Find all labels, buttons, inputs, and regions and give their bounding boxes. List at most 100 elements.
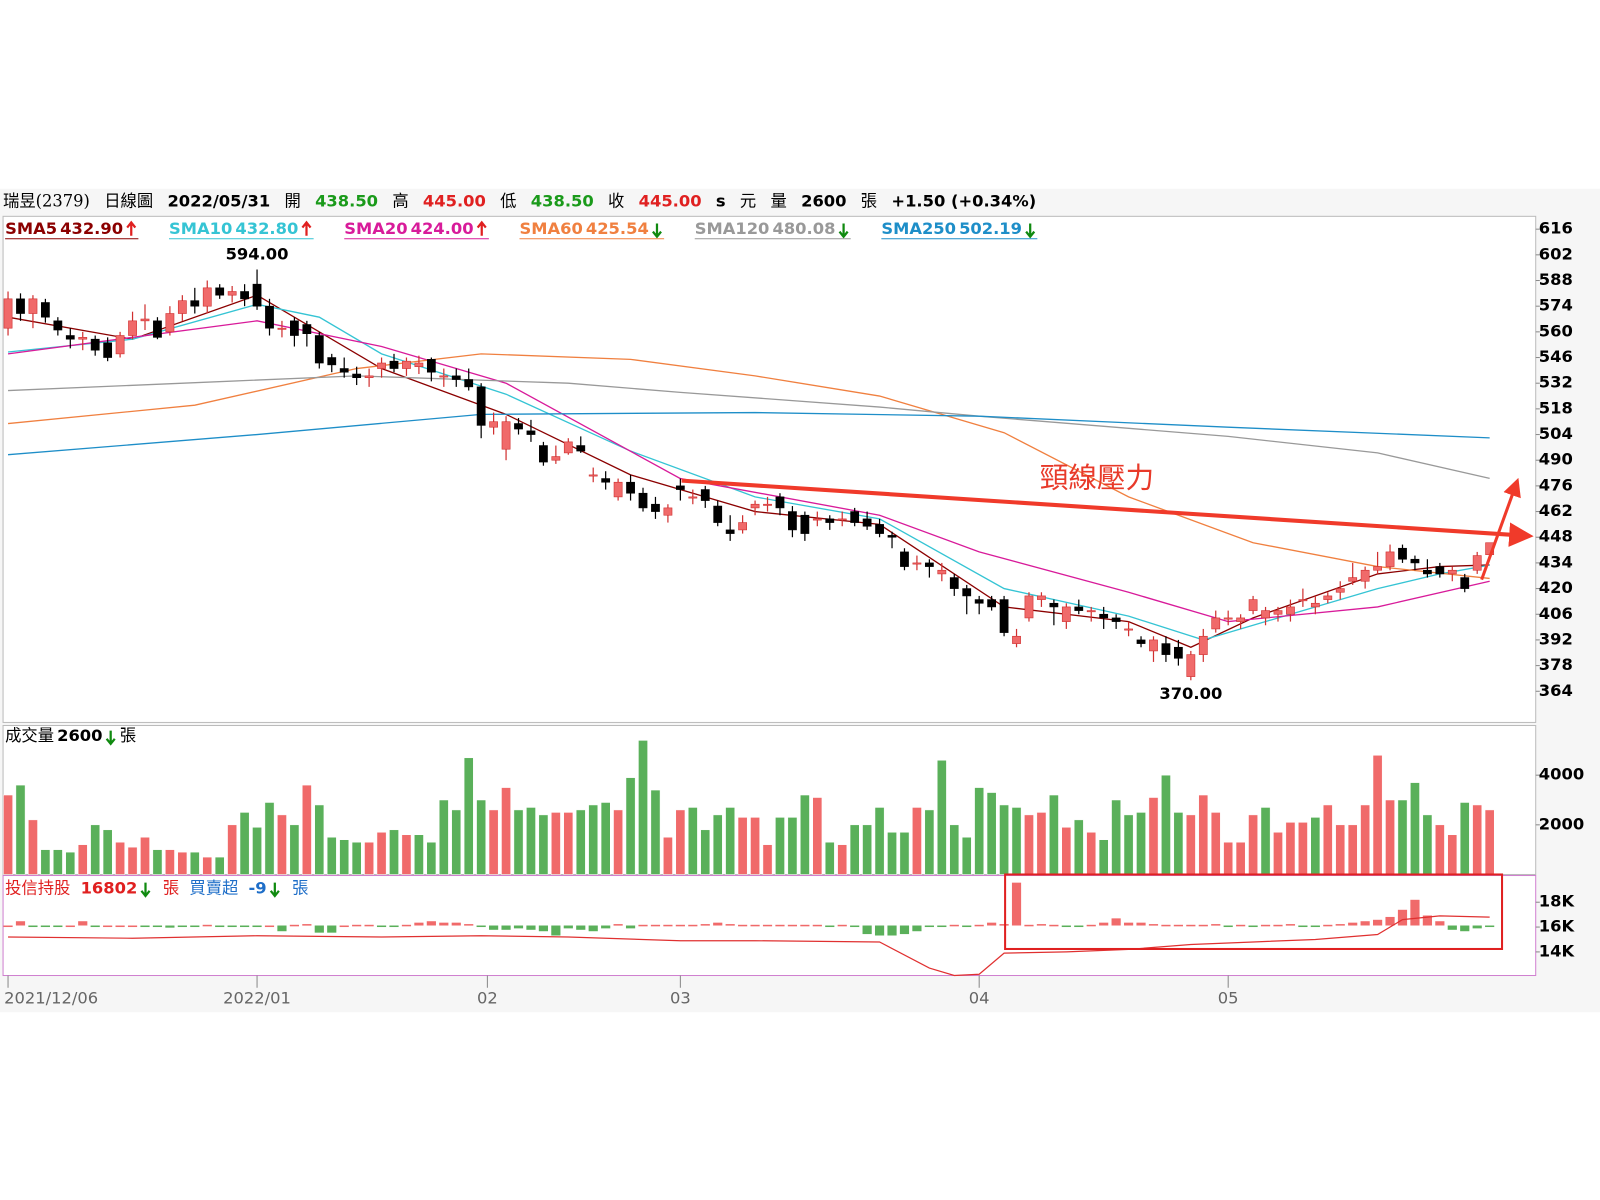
volume-bar [426,841,437,875]
volume-bar [140,836,150,875]
net-buy-bar [638,924,648,927]
y-tick-label: 2000 [1539,814,1584,833]
candle-body [439,375,449,378]
candle-body [812,518,822,521]
y-tick-label: 602 [1539,244,1573,263]
net-buy-bar [1236,924,1246,927]
volume-bar [1036,812,1047,875]
volume-bar [750,817,760,875]
volume-bar [1210,812,1221,875]
candle-body [1223,617,1233,620]
panel-value: 16802 [81,878,138,897]
trend-arrow [105,730,116,746]
volume-bar [1397,799,1408,875]
net-buy-bar [1123,922,1134,926]
volume-bar [613,809,623,875]
volume-bar [1223,841,1234,875]
candle-body [949,577,959,589]
volume-bar [277,814,287,875]
volume-bar [600,802,611,875]
net-buy-bar [625,925,636,929]
candle-body [663,507,673,516]
net-buy-bar [787,924,798,927]
net-buy-bar [1111,918,1121,926]
y-tick-label: 546 [1539,347,1573,366]
legend-name: SMA120 [695,219,770,238]
volume-bar [812,797,823,875]
volume-bar [725,807,736,875]
sma-line [7,353,1490,580]
volume-bar [588,804,599,875]
volume-bar [762,844,773,875]
net-buy-bar [1435,921,1445,926]
candle-body [912,562,922,565]
candle-body [1373,566,1382,571]
net-buy-bar [800,924,810,927]
candle-body [314,335,324,364]
volume-bar [513,809,524,875]
candle-body [1410,558,1420,564]
highlight-box [1004,873,1504,951]
net-buy-bar [426,921,436,926]
net-buy-bar [364,924,374,927]
net-buy-bar [663,924,673,927]
net-buy-bar [215,925,225,928]
candle-body [588,474,598,477]
net-buy-bar [1373,919,1383,926]
volume-bar [912,807,922,875]
header-item: 量 [770,192,786,211]
candle-body [240,291,249,300]
candle-body [389,360,399,369]
net-buy-bar [949,924,959,927]
net-buy-bar [1472,925,1482,929]
candle-body [900,551,909,567]
net-buy-bar [252,925,262,928]
candle-body [103,342,113,358]
volume-bar [849,824,860,875]
net-buy-bar [264,925,275,928]
net-buy-bar [314,925,324,933]
candle-body [1211,617,1221,630]
trend-arrow [1025,223,1036,239]
candle-body [1024,595,1034,619]
net-buy-bar [352,924,362,927]
candle-body [277,327,287,330]
candle-body [290,320,299,336]
candle-body [1447,569,1457,575]
volume-bar [1260,807,1271,875]
candle-body [177,300,187,314]
net-buy-bar [339,925,349,928]
net-buy-bar [1049,924,1059,927]
volume-bar [1061,827,1072,875]
volume-bar [1136,812,1146,875]
candle-body [738,522,748,531]
candle-body [651,503,660,512]
volume-bar [824,841,835,875]
volume-bar [239,812,250,875]
legend-value: 424.00 [411,219,474,238]
volume-bar [1098,839,1109,875]
candle-body [41,302,50,318]
candle-body [1173,646,1183,659]
volume-bar [526,807,536,875]
legend-value: 502.19 [959,219,1022,238]
candle-body [1012,635,1021,644]
volume-bar [1073,819,1084,875]
y-tick-label: 364 [1539,681,1573,700]
candle-body [501,421,511,450]
candle-body [377,362,386,369]
y-tick-label: 504 [1539,424,1573,443]
net-buy-bar [588,925,598,932]
candle-body [1435,566,1445,575]
net-buy-bar [713,922,723,926]
neckline-arrow [681,478,1534,547]
x-tick-label: 05 [1218,988,1239,1007]
net-buy-bar [190,925,200,928]
net-buy-bar [1260,924,1271,927]
y-tick-label: 588 [1539,270,1573,289]
candle-body [601,478,611,483]
sma-line [8,375,1490,480]
volume-bar [974,787,985,875]
candle-body [78,337,88,340]
candle-body [551,456,561,461]
